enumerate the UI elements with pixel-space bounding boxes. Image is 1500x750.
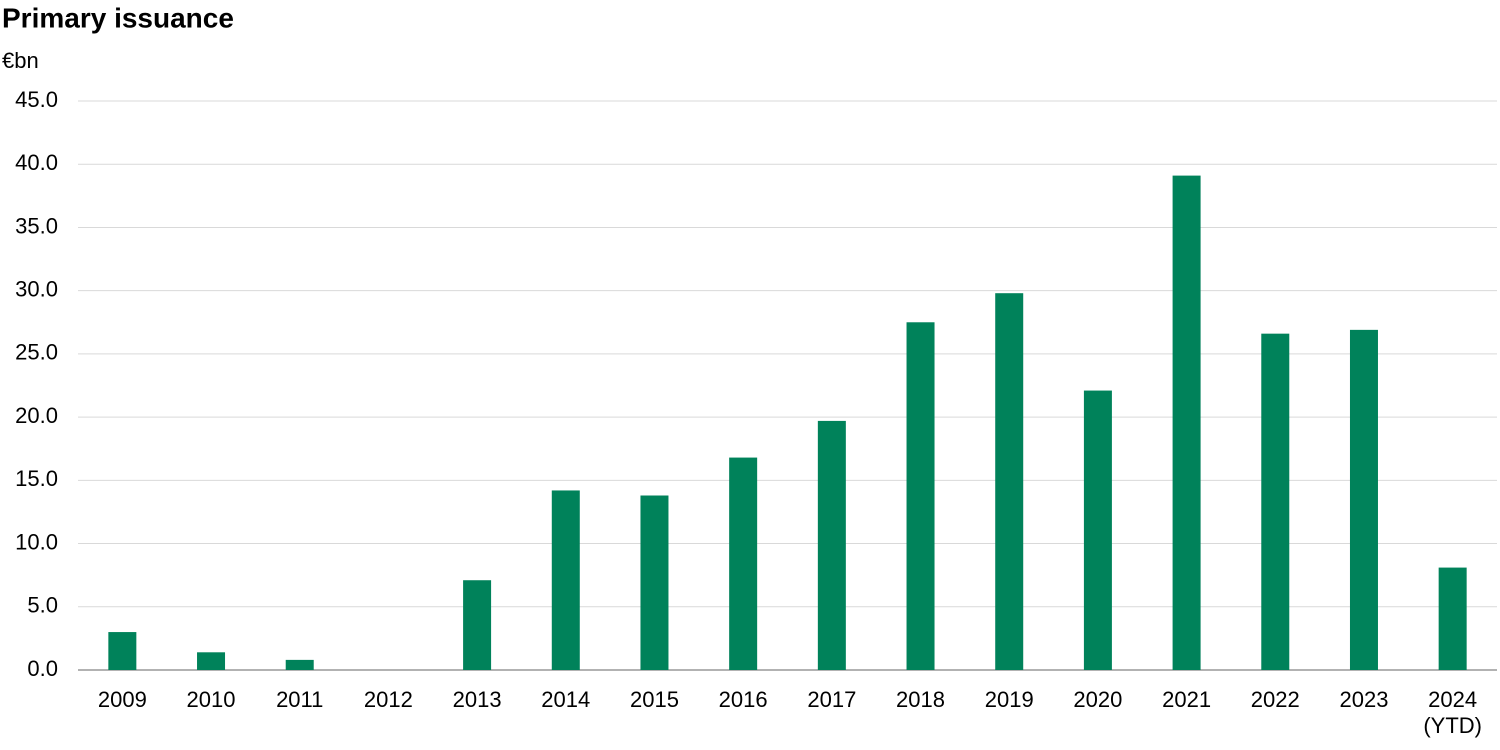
y-tick-label: 35.0 [15, 213, 58, 238]
x-tick-label: 2022 [1250, 687, 1300, 712]
x-tick-label: 2012 [363, 687, 413, 712]
x-tick-label: 2013 [452, 687, 502, 712]
bar [285, 659, 314, 670]
y-axis-label: €bn [2, 48, 39, 73]
bar [817, 420, 846, 670]
x-tick-label: 2020 [1073, 687, 1123, 712]
bar [1083, 390, 1112, 670]
y-tick-label: 20.0 [15, 403, 58, 428]
x-tick-label: 2011 [276, 687, 324, 712]
bar [1172, 175, 1201, 670]
x-tick-label: 2010 [186, 687, 236, 712]
x-tick-label: 2016 [718, 687, 768, 712]
x-tick-label: 2023 [1339, 687, 1389, 712]
x-tick-label: 2009 [97, 687, 147, 712]
y-tick-label: 25.0 [15, 340, 58, 365]
x-tick-label: 2015 [629, 687, 679, 712]
x-tick-label: 2024 (YTD) [1423, 687, 1482, 738]
bar [197, 652, 226, 670]
bar [551, 490, 580, 670]
bar [1349, 329, 1378, 670]
y-tick-label: 10.0 [15, 529, 58, 554]
chart-title: Primary issuance [2, 2, 234, 33]
y-tick-label: 0.0 [27, 656, 58, 681]
y-tick-label: 40.0 [15, 150, 58, 175]
y-tick-label: 45.0 [15, 87, 58, 112]
bar [906, 322, 935, 670]
bar [463, 580, 492, 670]
bar [729, 457, 758, 670]
x-tick-label: 2017 [807, 687, 857, 712]
bar [1438, 567, 1467, 670]
bar [1261, 333, 1290, 670]
x-tick-label: 2014 [541, 687, 591, 712]
y-tick-label: 30.0 [15, 276, 58, 301]
x-tick-label: 2019 [984, 687, 1034, 712]
y-tick-label: 5.0 [27, 593, 58, 618]
x-tick-label: 2021 [1162, 687, 1212, 712]
x-tick-label: 2018 [896, 687, 945, 712]
y-tick-label: 15.0 [15, 466, 58, 491]
bar [640, 495, 669, 670]
bar [995, 293, 1024, 670]
bar [108, 632, 137, 670]
